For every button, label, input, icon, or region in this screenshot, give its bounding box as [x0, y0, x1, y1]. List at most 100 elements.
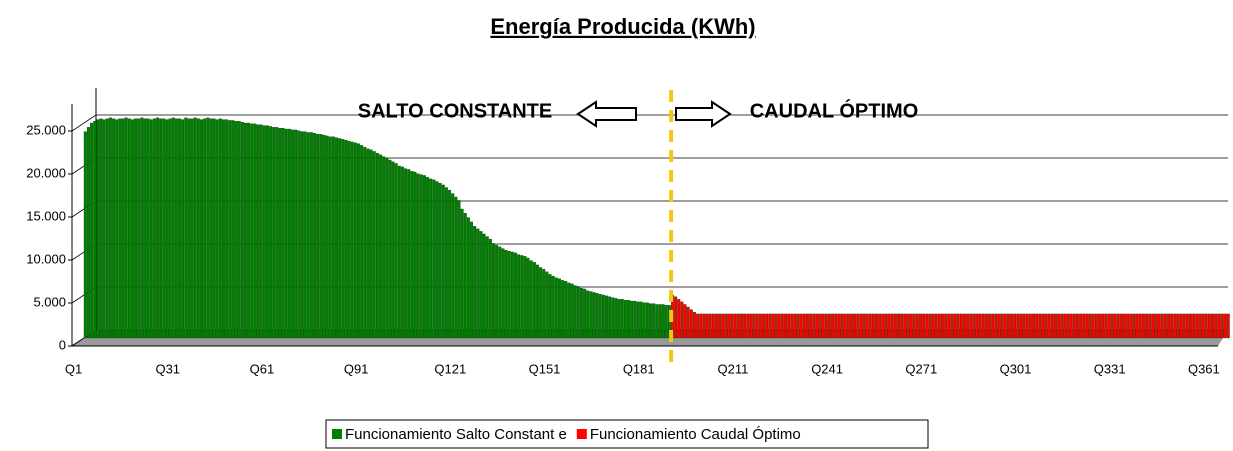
bar	[184, 117, 188, 339]
bar	[758, 313, 762, 339]
bar	[1079, 313, 1083, 339]
bar	[793, 313, 797, 339]
bar	[843, 313, 847, 339]
bar	[962, 313, 966, 339]
bar	[1050, 313, 1054, 339]
annotation: SALTO CONSTANTE	[358, 100, 552, 122]
bar	[190, 118, 194, 339]
bar	[523, 256, 527, 339]
bar	[570, 283, 574, 339]
y-tick-label: 25.000	[26, 122, 66, 137]
bar	[749, 313, 753, 339]
bar	[912, 313, 916, 339]
bar	[661, 304, 665, 339]
y-tick-label: 5.000	[33, 294, 66, 309]
bar	[404, 168, 408, 339]
bar	[187, 118, 191, 339]
bar	[743, 313, 747, 339]
bar	[1091, 313, 1095, 339]
bar	[284, 128, 288, 339]
bar	[281, 128, 285, 339]
bar	[247, 122, 251, 339]
bar	[275, 127, 279, 339]
bar	[313, 133, 317, 339]
bar	[1113, 313, 1117, 339]
bar	[181, 119, 185, 339]
bar	[940, 313, 944, 339]
bar	[432, 179, 436, 339]
bar	[683, 304, 687, 339]
bar	[702, 313, 706, 339]
x-tick-label: Q1	[65, 361, 82, 376]
bar	[1088, 313, 1092, 339]
bar	[821, 313, 825, 339]
bar	[400, 166, 404, 339]
bar	[639, 301, 643, 339]
bar	[755, 313, 759, 339]
bar	[1126, 313, 1130, 339]
bar	[1138, 313, 1142, 339]
bar	[112, 118, 116, 339]
annotation: CAUDAL ÓPTIMO	[750, 98, 919, 122]
bar	[557, 278, 561, 339]
bar	[375, 152, 379, 339]
bar	[1185, 313, 1189, 339]
bar	[727, 313, 731, 339]
bar	[1192, 313, 1196, 339]
bar	[774, 313, 778, 339]
bar	[711, 313, 715, 339]
bar	[630, 300, 634, 339]
bar	[319, 134, 323, 339]
bar	[250, 123, 254, 339]
bar	[752, 313, 756, 339]
bar	[812, 313, 816, 339]
x-tick-label: Q31	[155, 361, 180, 376]
bar	[909, 313, 913, 339]
bar	[1013, 313, 1017, 339]
bar	[200, 119, 203, 339]
bar	[174, 118, 178, 339]
bar	[105, 118, 109, 339]
bar	[331, 136, 335, 339]
bar	[228, 120, 232, 339]
bar	[780, 313, 784, 339]
bar	[1129, 313, 1133, 339]
bar	[338, 138, 342, 339]
bar	[1154, 313, 1158, 339]
x-tick-label: Q211	[717, 361, 748, 376]
bar	[143, 118, 147, 339]
bar	[564, 281, 568, 339]
bar	[1160, 313, 1164, 339]
bar	[840, 313, 844, 339]
bar	[1019, 313, 1023, 339]
bar	[627, 300, 630, 339]
bar	[535, 264, 539, 339]
bar	[476, 228, 480, 339]
bar	[956, 313, 960, 339]
bar	[636, 301, 640, 339]
bar	[614, 298, 618, 339]
bar	[724, 313, 728, 339]
chart-title: Energía Producida (KWh)	[490, 14, 755, 39]
bar	[1207, 313, 1211, 339]
bar	[240, 121, 244, 339]
bar	[539, 267, 543, 339]
bar	[573, 285, 577, 339]
bar	[416, 173, 420, 339]
bar	[589, 291, 593, 339]
bar	[291, 129, 295, 339]
x-tick-label: Q331	[1094, 361, 1126, 376]
bar	[300, 131, 304, 339]
bar	[718, 313, 722, 339]
bar	[1097, 313, 1101, 339]
bar	[645, 302, 649, 339]
bar	[460, 208, 464, 339]
bar	[124, 117, 128, 339]
bar	[988, 313, 992, 339]
bar	[617, 299, 621, 339]
bar	[378, 154, 382, 339]
legend-swatch	[332, 429, 342, 439]
bar	[388, 159, 392, 339]
bar	[1016, 313, 1020, 339]
bar	[297, 130, 301, 339]
